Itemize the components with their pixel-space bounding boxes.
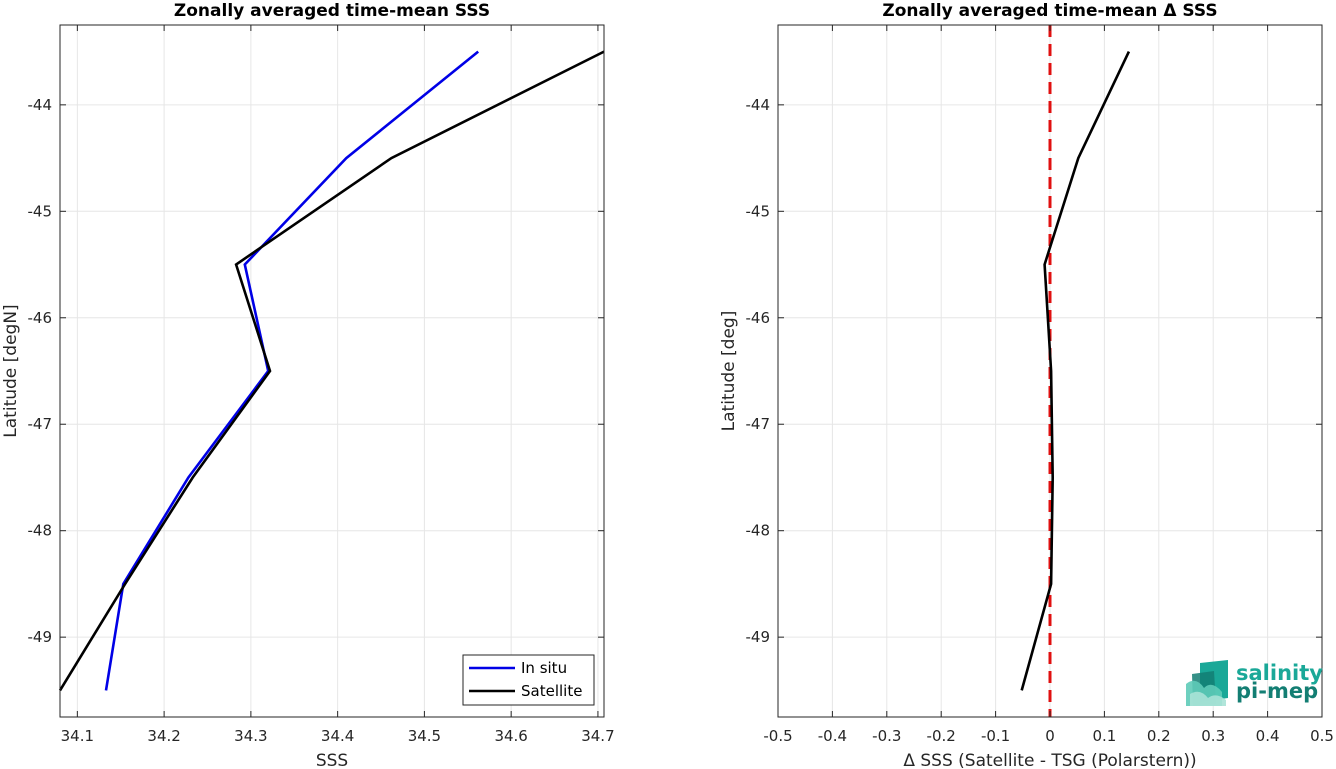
series-line-in-situ [104, 50, 480, 691]
y-tick-label: -49 [28, 628, 53, 646]
y-tick-label: -46 [28, 309, 53, 327]
chart-title: Zonally averaged time-mean Δ SSS [882, 1, 1217, 21]
legend-label-in-situ: In situ [521, 659, 567, 677]
logo-wave-shape [1190, 691, 1226, 706]
x-tick-label: 0.4 [1256, 727, 1280, 745]
sss-chart: 34.1 34.2 34.3 34.4 34.5 34.6 34.7 -44 -45 -46 -47… [1, 1, 615, 769]
x-tick-label: 0.1 [1092, 727, 1116, 745]
x-axis-label: SSS [316, 751, 348, 769]
x-axis-label: Δ SSS (Satellite - TSG (Polarstern)) [903, 751, 1196, 769]
x-tick-label: -0.4 [818, 727, 847, 745]
x-tick-label: 34.1 [61, 727, 94, 745]
y-axis-label: Latitude [degN] [1, 304, 21, 437]
axes-frame [59, 24, 605, 718]
y-tick-label: -45 [746, 202, 771, 220]
y-tick-label: -49 [746, 628, 771, 646]
logo-text-pi-mep: pi-mep [1236, 679, 1318, 703]
x-tick-label: 34.5 [408, 727, 441, 745]
chart-title: Zonally averaged time-mean SSS [174, 1, 490, 21]
y-axis-label: Latitude [deg] [719, 311, 739, 432]
x-tick-label: -0.2 [927, 727, 956, 745]
x-tick-label: 0.5 [1310, 727, 1334, 745]
y-tick-label: -44 [746, 96, 771, 114]
x-tick-label: 0.3 [1201, 727, 1225, 745]
legend: In situ Satellite [462, 654, 595, 706]
legend-box [462, 654, 595, 706]
x-tick-label: 34.2 [147, 727, 180, 745]
x-tick-label: 34.4 [321, 727, 354, 745]
x-tick-label: -0.5 [763, 727, 792, 745]
y-tick-label: -45 [28, 202, 53, 220]
x-tick-label: -0.1 [981, 727, 1010, 745]
x-tick-label: 34.7 [581, 727, 614, 745]
x-tick-label: 34.3 [234, 727, 267, 745]
delta-sss-chart: -0.5 -0.4 -0.3 -0.2 -0.1 0 0.1 0.2 0.3 0.4 0.5 -44 -… [719, 1, 1334, 769]
y-tick-label: -46 [746, 309, 771, 327]
y-tick-label: -44 [28, 96, 53, 114]
series-line-delta-sss [1020, 51, 1131, 691]
y-tick-label: -48 [746, 522, 771, 540]
legend-label-satellite: Satellite [521, 682, 582, 700]
logo-text-salinity: salinity [1236, 661, 1323, 685]
y-tick-label: -47 [746, 415, 771, 433]
y-tick-label: -47 [28, 415, 53, 433]
x-tick-label: 0.2 [1147, 727, 1171, 745]
x-tick-label: 34.6 [494, 727, 527, 745]
y-tick-label: -48 [28, 522, 53, 540]
x-tick-label: -0.3 [872, 727, 901, 745]
x-tick-label: 0 [1045, 727, 1055, 745]
series-line-satellite [58, 50, 605, 692]
